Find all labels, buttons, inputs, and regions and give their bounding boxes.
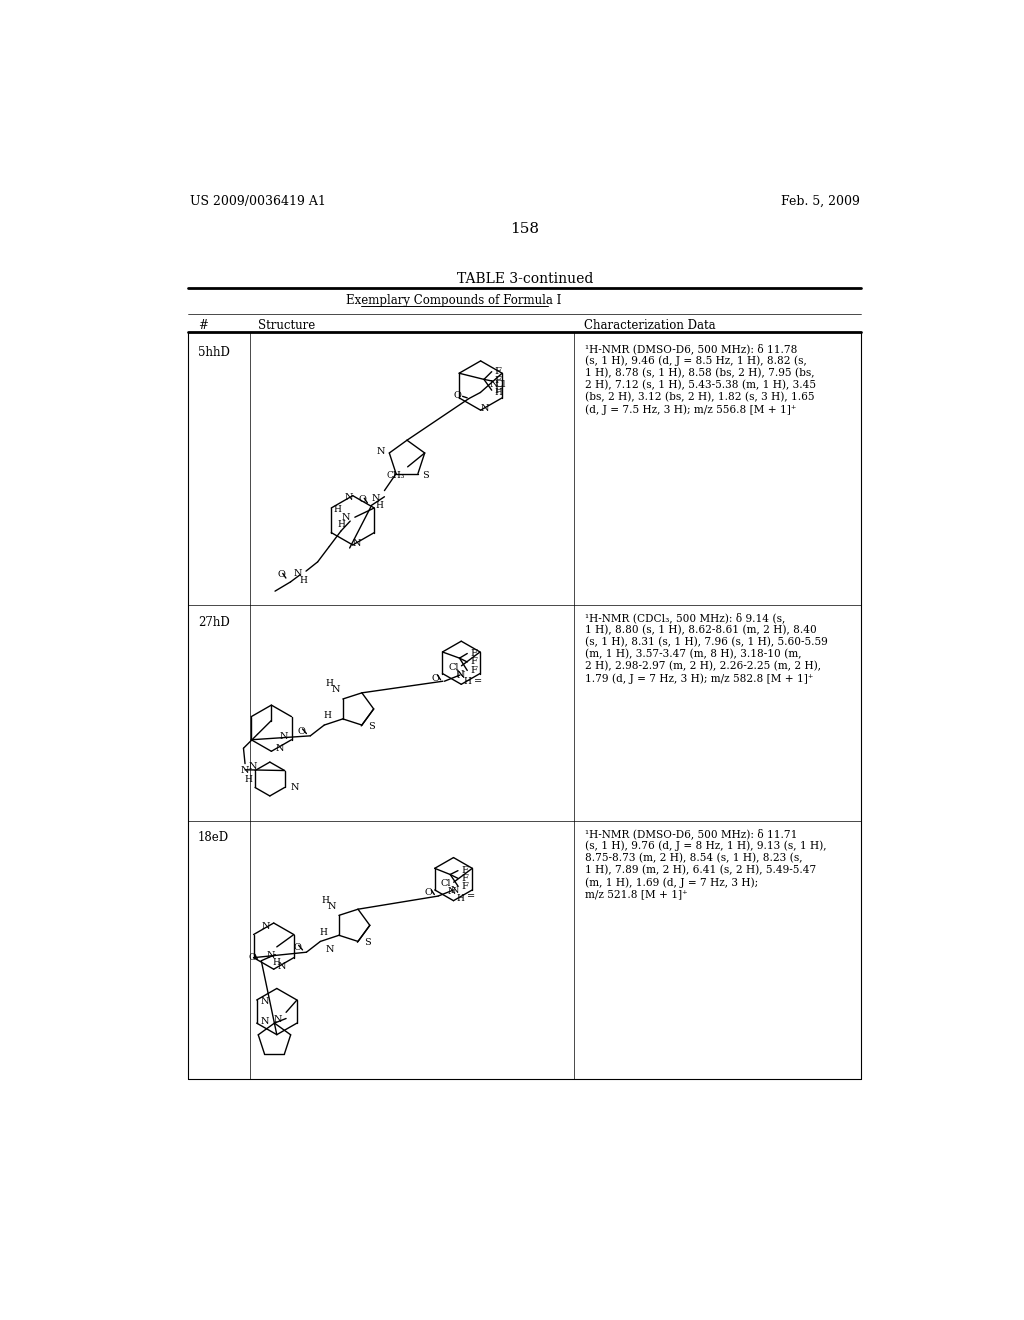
Text: S: S (368, 722, 375, 731)
Text: Feb. 5, 2009: Feb. 5, 2009 (780, 194, 859, 207)
Text: N: N (372, 495, 380, 503)
Text: N: N (331, 685, 340, 694)
Text: N: N (260, 997, 269, 1006)
Text: F: F (461, 866, 468, 875)
Text: N: N (261, 921, 270, 931)
Text: H: H (464, 677, 472, 686)
Text: N: N (328, 902, 336, 911)
Text: 158: 158 (510, 222, 540, 235)
Text: N: N (241, 766, 249, 775)
Text: Cl: Cl (449, 663, 459, 672)
Text: O: O (431, 673, 439, 682)
Text: H: H (322, 895, 330, 904)
Text: O: O (297, 727, 305, 735)
Text: N: N (275, 743, 284, 752)
Text: N: N (249, 762, 257, 771)
Text: O: O (278, 570, 285, 578)
Text: S: S (422, 471, 429, 479)
Text: N: N (376, 447, 385, 455)
Text: H: H (300, 576, 307, 585)
Text: ¹H-NMR (DMSO-D6, 500 MHz): δ 11.71
(s, 1 H), 9.76 (d, J = 8 Hz, 1 H), 9.13 (s, 1: ¹H-NMR (DMSO-D6, 500 MHz): δ 11.71 (s, 1… (586, 829, 826, 899)
Text: CH₃: CH₃ (386, 471, 404, 480)
Text: N: N (280, 733, 288, 741)
Text: H: H (319, 928, 328, 937)
Text: S: S (365, 939, 371, 948)
Text: N: N (489, 380, 498, 389)
Text: H: H (495, 388, 503, 397)
Text: O: O (293, 942, 301, 952)
Text: O: O (425, 888, 433, 898)
Text: F: F (470, 667, 477, 675)
Text: O: O (358, 495, 367, 504)
Text: N: N (456, 671, 464, 680)
Text: N: N (266, 950, 275, 960)
Text: F: F (470, 657, 477, 667)
Text: Characterization Data: Characterization Data (584, 318, 716, 331)
Text: N: N (342, 512, 350, 521)
Text: H: H (244, 775, 252, 784)
Text: 18eD: 18eD (198, 832, 229, 845)
Text: Structure: Structure (258, 318, 315, 331)
Text: O: O (248, 953, 256, 962)
Text: US 2009/0036419 A1: US 2009/0036419 A1 (190, 194, 326, 207)
Text: F: F (494, 367, 501, 376)
Text: Cl: Cl (441, 879, 452, 888)
Text: N: N (273, 1015, 283, 1024)
Text: N: N (260, 1018, 269, 1026)
Text: 5hhD: 5hhD (198, 346, 229, 359)
Text: F: F (461, 882, 468, 891)
Text: N: N (326, 945, 334, 954)
Text: ¹H-NMR (DMSO-D6, 500 MHz): δ 11.78
(s, 1 H), 9.46 (d, J = 8.5 Hz, 1 H), 8.82 (s,: ¹H-NMR (DMSO-D6, 500 MHz): δ 11.78 (s, 1… (586, 343, 816, 414)
Text: O: O (454, 391, 462, 400)
Text: N: N (447, 887, 457, 896)
Text: TABLE 3-continued: TABLE 3-continued (457, 272, 593, 286)
Text: H: H (376, 500, 384, 510)
Text: N: N (291, 783, 299, 792)
Text: 27hD: 27hD (198, 615, 229, 628)
Text: H: H (456, 894, 464, 903)
Text: N: N (345, 492, 353, 502)
Text: N: N (451, 886, 460, 895)
Text: Exemplary Compounds of Formula I: Exemplary Compounds of Formula I (346, 294, 561, 308)
Text: H: H (338, 520, 345, 529)
Text: #: # (198, 318, 208, 331)
Text: N: N (457, 671, 466, 680)
Text: H: H (324, 711, 332, 721)
Text: H: H (272, 958, 281, 966)
Text: N: N (278, 962, 286, 970)
Text: F: F (494, 376, 501, 385)
Text: H: H (326, 680, 334, 688)
Text: N: N (352, 539, 360, 548)
Text: F: F (494, 385, 501, 395)
Text: F: F (470, 649, 477, 657)
Text: N: N (294, 569, 302, 578)
Text: H: H (333, 506, 341, 513)
Text: N: N (480, 404, 488, 413)
Text: Cl: Cl (496, 380, 506, 388)
Text: ¹H-NMR (CDCl₃, 500 MHz): δ 9.14 (s,
1 H), 8.80 (s, 1 H), 8.62-8.61 (m, 2 H), 8.4: ¹H-NMR (CDCl₃, 500 MHz): δ 9.14 (s, 1 H)… (586, 612, 828, 684)
Text: F: F (461, 874, 468, 883)
Text: =: = (467, 892, 475, 902)
Text: =: = (474, 677, 481, 685)
